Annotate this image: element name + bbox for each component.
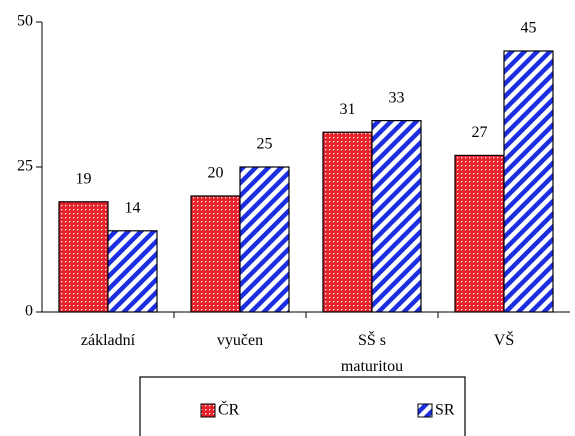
data-label: 14 (125, 199, 141, 216)
data-label: 31 (340, 101, 356, 118)
data-label: 25 (257, 136, 273, 153)
x-tick-label: základní (80, 332, 136, 349)
x-tick-label: SŠ s maturitou (340, 332, 404, 375)
y-tick-label: 50 (17, 13, 33, 30)
bar (58, 201, 109, 313)
bar (371, 119, 422, 313)
data-label: 33 (389, 89, 405, 106)
bar (322, 131, 373, 313)
data-label: 20 (208, 165, 224, 182)
legend-label: ČR (218, 400, 240, 419)
bar (239, 166, 290, 313)
y-tick-label: 0 (25, 303, 33, 320)
bar (454, 154, 505, 313)
y-tick-label: 25 (17, 158, 33, 175)
legend-swatch (200, 403, 216, 418)
x-tick-label: vyučen (216, 332, 264, 349)
legend-swatch (417, 403, 433, 418)
bar (107, 230, 158, 313)
data-label: 27 (472, 124, 488, 141)
legend-box (139, 376, 466, 436)
data-label: 19 (76, 170, 92, 187)
data-label: 45 (521, 20, 537, 37)
bar (190, 195, 241, 313)
bar (503, 50, 554, 313)
legend-label: SR (435, 402, 455, 419)
x-tick-label: VŠ (493, 332, 515, 349)
